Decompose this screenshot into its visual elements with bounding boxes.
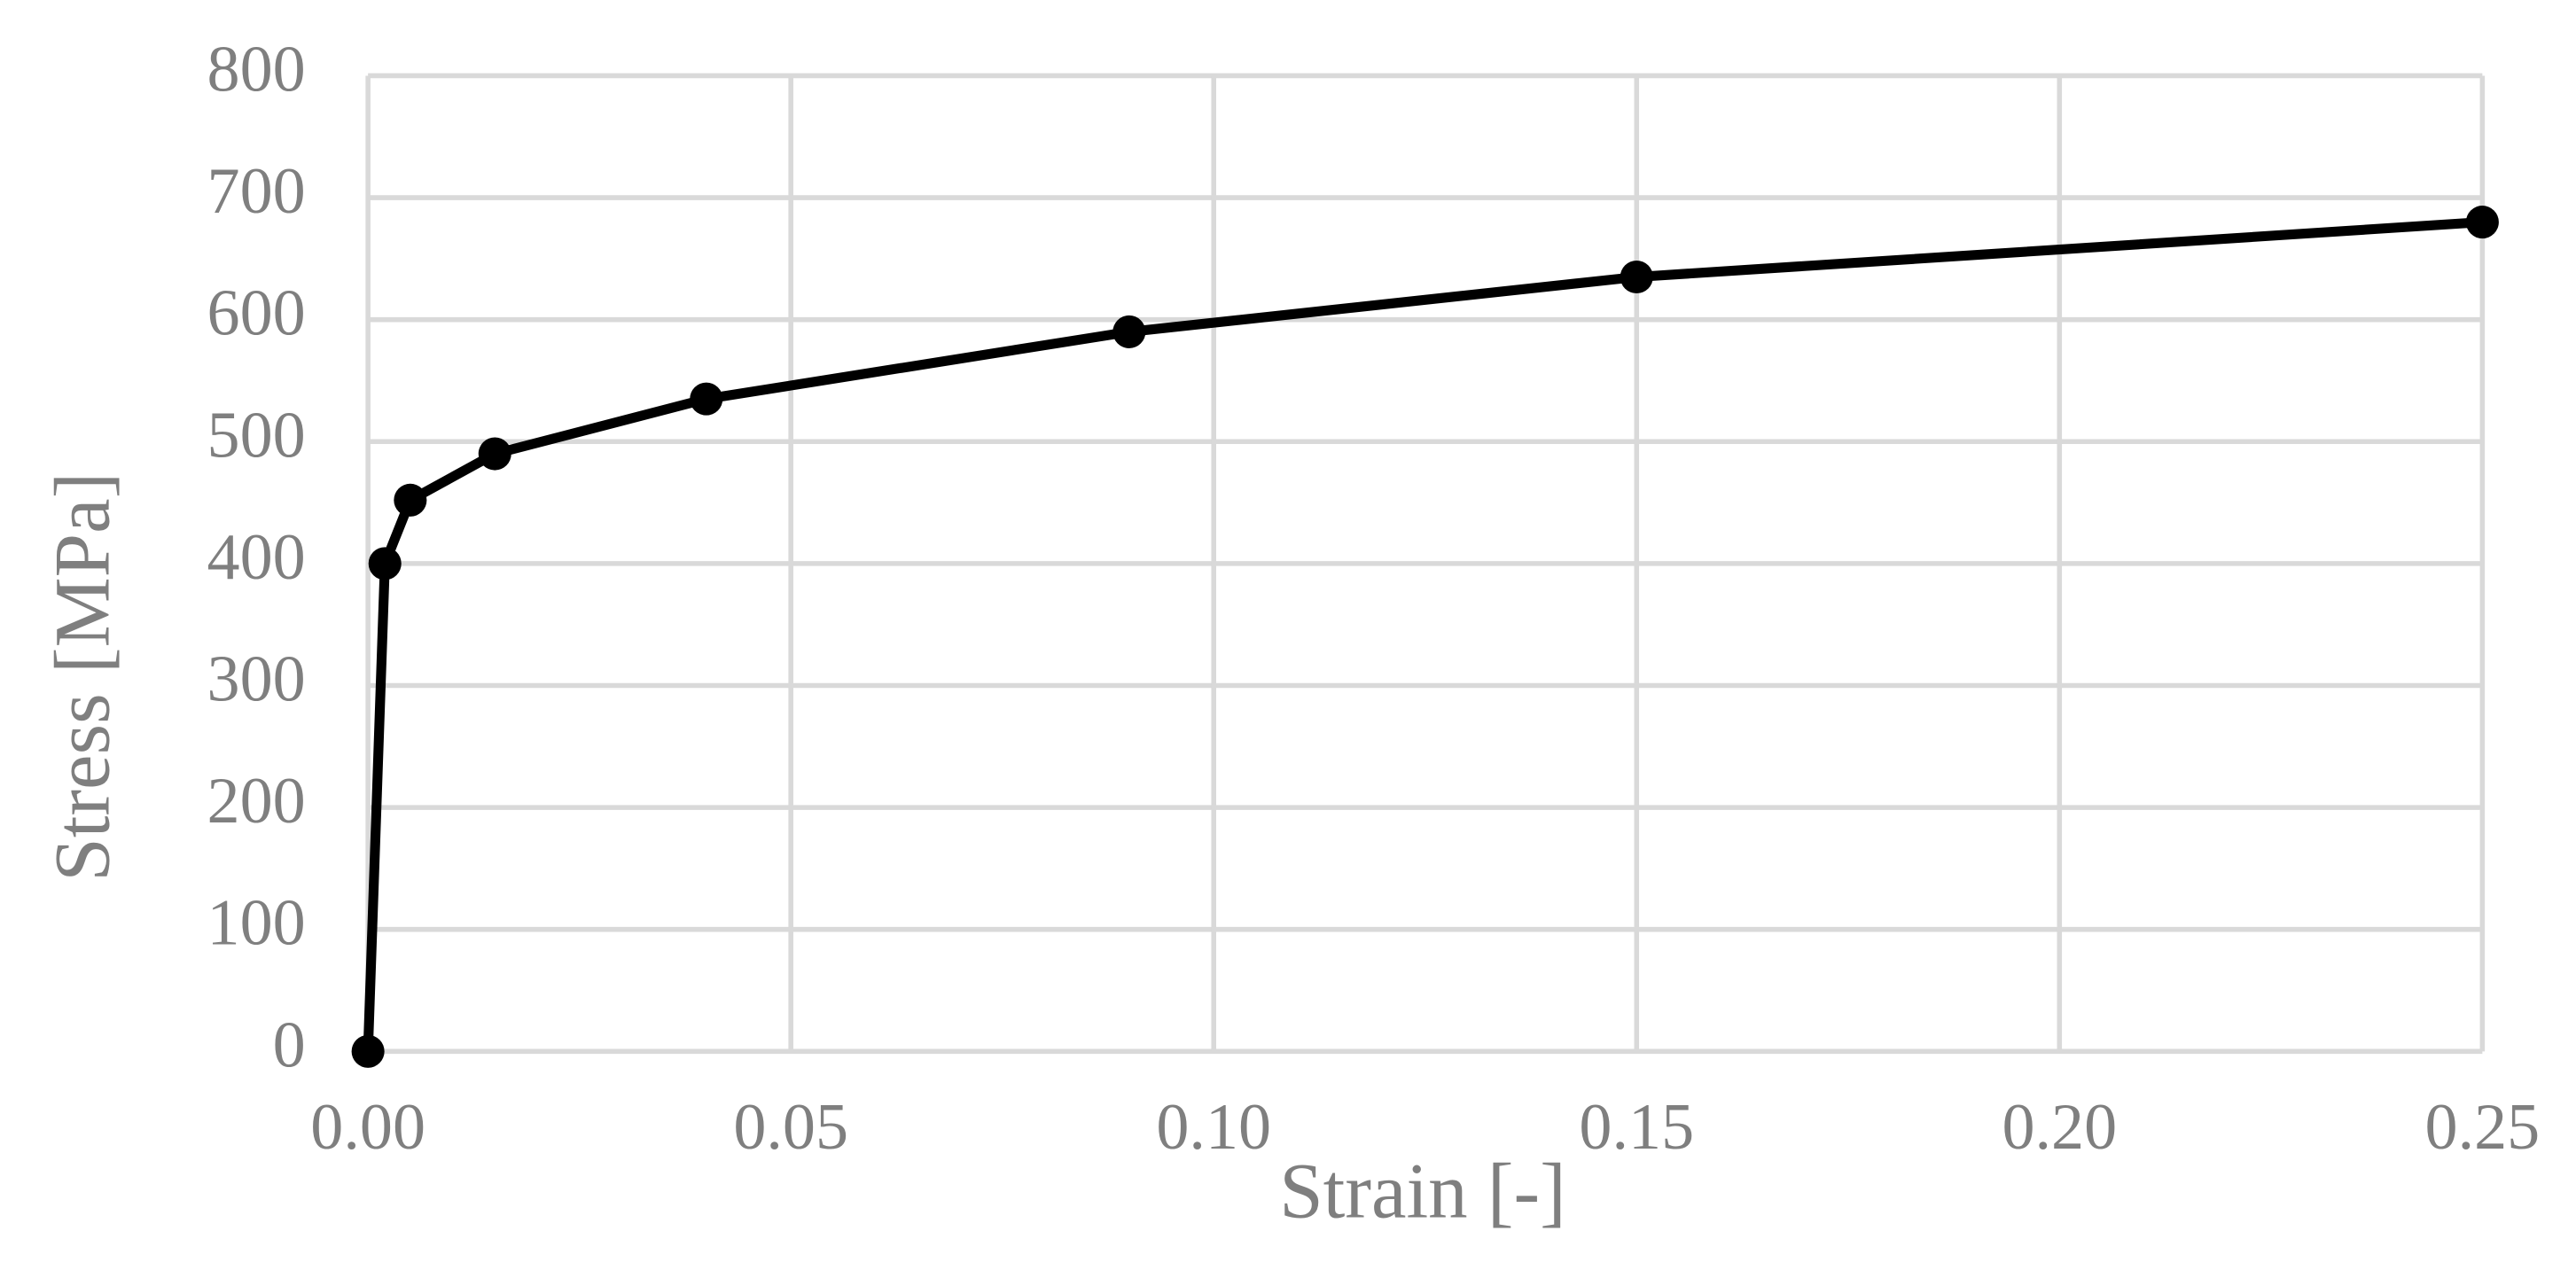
data-point bbox=[478, 437, 511, 471]
y-tick-label: 700 bbox=[207, 155, 306, 228]
data-point bbox=[1112, 315, 1146, 348]
data-point bbox=[690, 382, 723, 416]
y-tick-label: 300 bbox=[207, 643, 306, 716]
data-point bbox=[1620, 260, 1653, 294]
y-tick-label: 200 bbox=[207, 765, 306, 838]
y-tick-label: 800 bbox=[207, 33, 306, 105]
y-tick-label: 400 bbox=[207, 521, 306, 594]
y-tick-label: 600 bbox=[207, 277, 306, 350]
data-point bbox=[351, 1034, 385, 1068]
x-axis-title: Strain [-] bbox=[1279, 1149, 1566, 1235]
data-point bbox=[2465, 206, 2499, 239]
x-tick-label: 0.15 bbox=[1579, 1091, 1694, 1164]
y-axis-title: Stress [MPa] bbox=[39, 472, 126, 882]
y-tick-label: 500 bbox=[207, 399, 306, 471]
x-tick-label: 0.10 bbox=[1156, 1091, 1271, 1164]
y-tick-label: 0 bbox=[273, 1009, 306, 1081]
x-tick-label: 0.25 bbox=[2425, 1091, 2541, 1164]
data-point bbox=[394, 483, 427, 517]
x-tick-label: 0.20 bbox=[2002, 1091, 2117, 1164]
x-tick-label: 0.05 bbox=[733, 1091, 848, 1164]
data-point bbox=[368, 547, 402, 580]
y-tick-label: 100 bbox=[207, 887, 306, 960]
x-tick-label: 0.00 bbox=[310, 1091, 425, 1164]
